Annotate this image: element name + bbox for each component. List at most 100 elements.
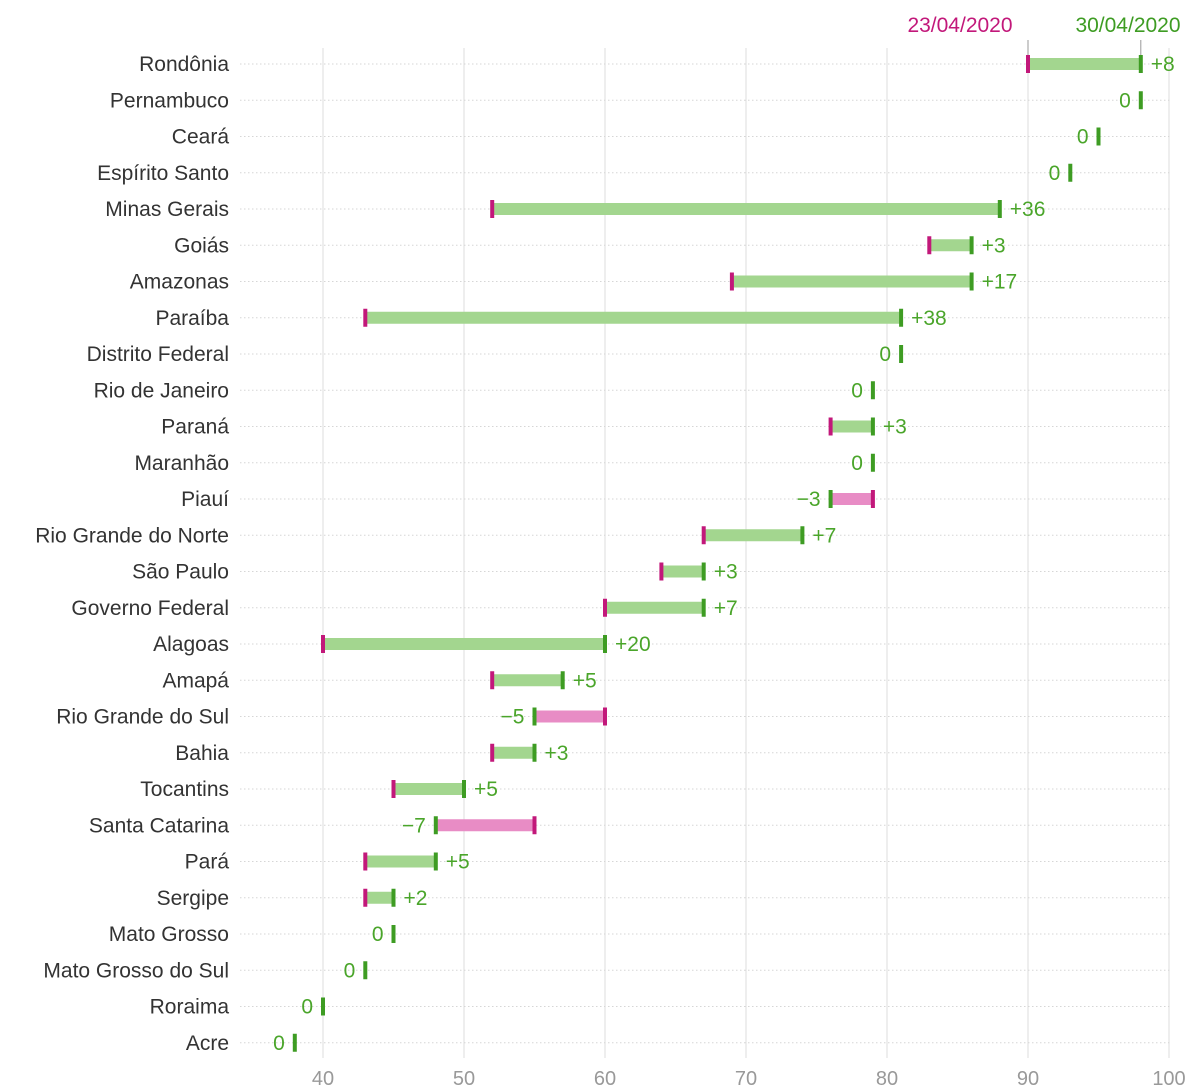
- delta-label: +5: [573, 669, 597, 692]
- delta-label: +17: [982, 271, 1018, 294]
- end-marker: [1138, 91, 1143, 110]
- end-marker: [969, 272, 974, 291]
- increase-bar: [365, 891, 394, 904]
- category-label: Santa Catarina: [89, 814, 229, 837]
- delta-label: 0: [851, 452, 863, 475]
- delta-label: +5: [446, 851, 470, 874]
- end-marker: [701, 598, 706, 617]
- delta-label: +2: [404, 887, 428, 910]
- delta-label: −7: [402, 814, 426, 837]
- delta-label: −3: [797, 488, 821, 511]
- legend: 23/04/2020 30/04/2020: [907, 14, 1181, 55]
- end-marker: [391, 925, 396, 943]
- start-marker: [870, 490, 875, 508]
- start-marker: [659, 562, 664, 581]
- category-label: Maranhão: [134, 452, 229, 475]
- increase-bar: [365, 311, 902, 324]
- category-label: Goiás: [174, 234, 229, 257]
- end-marker: [363, 961, 368, 980]
- category-label: Amazonas: [130, 271, 229, 294]
- start-marker: [1026, 55, 1030, 73]
- x-tick-label: 90: [1017, 1068, 1039, 1089]
- category-label: Tocantins: [140, 778, 229, 801]
- end-marker: [292, 1033, 297, 1052]
- start-marker: [828, 417, 833, 436]
- end-marker: [828, 490, 833, 508]
- x-tick-label: 40: [312, 1068, 334, 1089]
- end-marker: [433, 852, 438, 871]
- category-label: Amapá: [162, 669, 229, 692]
- end-marker: [603, 635, 607, 653]
- delta-label: 0: [301, 996, 313, 1019]
- delta-label: 0: [1049, 162, 1061, 185]
- category-label: Pernambuco: [110, 89, 229, 112]
- category-label: Rio Grande do Sul: [56, 706, 229, 729]
- legend-end-label: 30/04/2020: [1075, 14, 1180, 37]
- delta-label: +20: [615, 633, 651, 656]
- end-marker: [1138, 55, 1143, 73]
- delta-label: +8: [1151, 53, 1175, 76]
- delta-label: +3: [714, 561, 738, 584]
- legend-start-label: 23/04/2020: [907, 14, 1012, 37]
- increase-bar: [661, 565, 704, 578]
- increase-bar: [492, 203, 1000, 215]
- delta-label: 0: [879, 343, 891, 366]
- end-marker: [870, 417, 875, 436]
- end-marker: [997, 200, 1002, 218]
- start-marker: [490, 671, 495, 690]
- increase-bar: [731, 275, 972, 288]
- start-marker: [490, 743, 495, 762]
- label-layer: Rondônia +8 Pernambuco 0 Ceará 0 Espírito Sant…: [35, 53, 1175, 1055]
- category-label: São Paulo: [132, 561, 229, 584]
- end-marker: [701, 562, 706, 581]
- increase-bar: [492, 746, 535, 759]
- end-marker: [391, 888, 396, 907]
- category-label: Paraíba: [155, 307, 229, 330]
- category-label: Ceará: [172, 126, 230, 149]
- category-label: Mato Grosso do Sul: [43, 959, 229, 982]
- category-label: Mato Grosso: [109, 923, 229, 946]
- end-marker: [532, 707, 537, 726]
- category-label: Roraima: [150, 996, 230, 1019]
- category-label: Rio de Janeiro: [94, 379, 229, 402]
- increase-bar: [365, 855, 436, 868]
- increase-bar: [605, 601, 704, 614]
- grid-layer: 40 50 60 70 80 90 100: [312, 48, 1186, 1089]
- decrease-bar: [830, 493, 873, 505]
- x-tick-label: 50: [453, 1068, 475, 1089]
- delta-label: +7: [812, 524, 836, 547]
- x-tick-label: 100: [1152, 1068, 1185, 1089]
- category-label: Espírito Santo: [97, 162, 229, 185]
- category-label: Distrito Federal: [87, 343, 229, 366]
- start-marker: [391, 780, 396, 798]
- category-label: Minas Gerais: [105, 198, 229, 221]
- delta-label: 0: [1077, 126, 1089, 149]
- category-label: Piauí: [181, 488, 229, 511]
- category-label: Rio Grande do Norte: [35, 524, 229, 547]
- increase-bar: [1028, 58, 1141, 70]
- end-marker: [969, 236, 974, 255]
- end-marker: [870, 381, 875, 400]
- decrease-bar: [435, 819, 535, 832]
- delta-label: +3: [545, 742, 569, 765]
- category-label: Sergipe: [157, 887, 229, 910]
- delta-label: +38: [911, 307, 947, 330]
- category-label: Bahia: [175, 742, 229, 765]
- delta-label: 0: [1119, 89, 1131, 112]
- end-marker: [800, 526, 805, 545]
- end-marker: [899, 308, 904, 327]
- start-marker: [603, 598, 607, 617]
- delta-label: 0: [851, 379, 863, 402]
- increase-bar: [492, 674, 563, 687]
- marker-layer: [292, 55, 1143, 1052]
- delta-label: 0: [344, 959, 356, 982]
- increase-bar: [323, 638, 605, 650]
- end-marker: [462, 780, 466, 798]
- start-marker: [927, 236, 932, 255]
- category-label: Paraná: [161, 416, 229, 439]
- increase-bar: [703, 529, 803, 542]
- start-marker: [363, 852, 368, 871]
- delta-label: +3: [982, 234, 1006, 257]
- start-marker: [363, 308, 368, 327]
